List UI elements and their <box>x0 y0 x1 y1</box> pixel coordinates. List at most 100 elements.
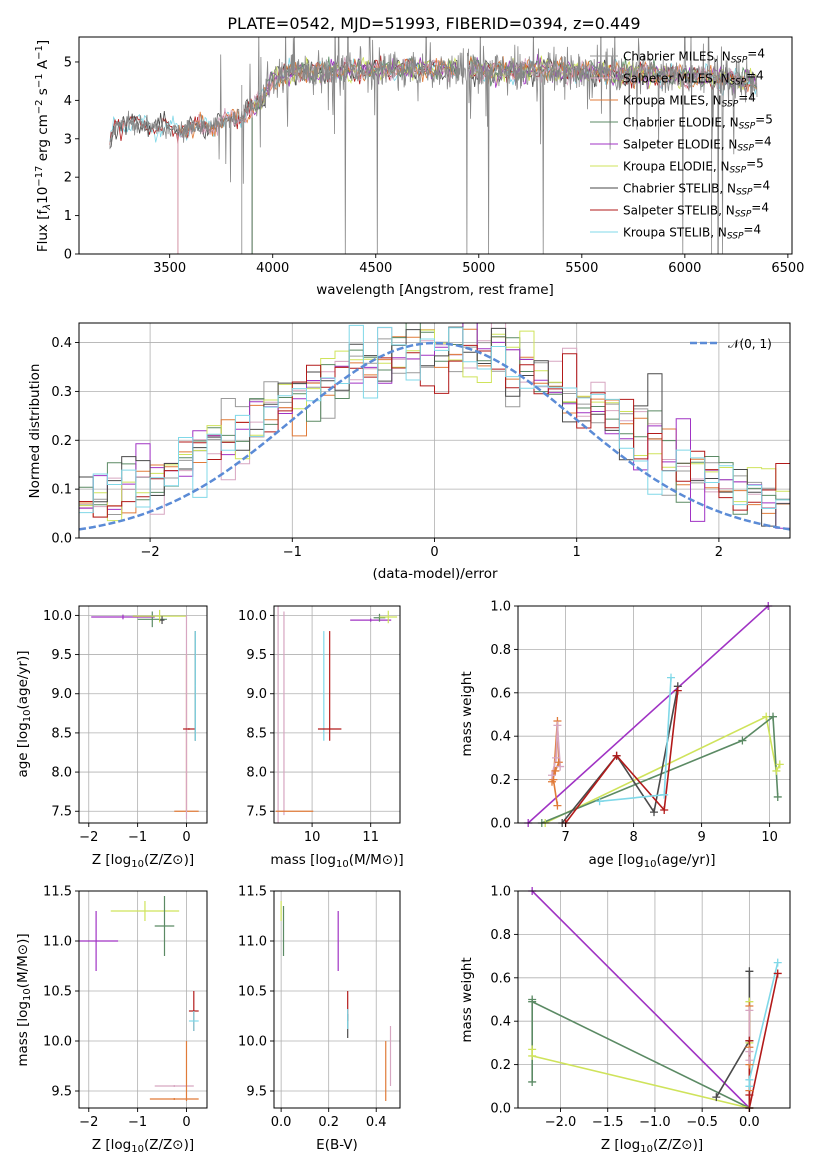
y-tick-label: 1.0 <box>490 600 511 615</box>
data-point <box>738 736 747 745</box>
y-label-part: Flux [f <box>35 209 51 253</box>
label-part: Z [log <box>601 1137 640 1153</box>
x-tick-label: 11 <box>362 830 379 845</box>
data-point <box>548 771 556 780</box>
x-tick-label: −1 <box>128 830 147 845</box>
axes-age-vs-Z: −2 −1 0 7.5 8.0 8.5 9.0 9.5 10.0 <box>43 605 208 845</box>
plot-area-age-vs-mass <box>275 606 398 823</box>
x-tick-label: 0.0 <box>739 1115 760 1130</box>
legend-suffix: =4 <box>754 135 772 149</box>
y-tick-label: 8.0 <box>51 766 72 781</box>
data-point <box>773 958 782 967</box>
legend-label: Kroupa STELIB, N <box>623 226 727 240</box>
data-point <box>762 712 771 721</box>
data-point <box>660 790 669 799</box>
series-line-kroupa-elodie <box>544 715 781 823</box>
y-label-part: s <box>35 88 51 99</box>
legend-entry: Salpeter ELODIE, NSSP=4 <box>623 135 772 154</box>
y-tick-label: 3 <box>64 132 72 147</box>
data-point <box>553 721 562 730</box>
x-tick-label: 4500 <box>359 261 392 276</box>
legend-label: Salpeter MILES, N <box>623 72 730 86</box>
y-tick-label: 1.0 <box>490 885 511 900</box>
x-tick-label: 2 <box>715 545 723 560</box>
y-tick-label: 0.8 <box>490 928 511 943</box>
legend-sub: SSP <box>727 232 744 242</box>
axes-frame <box>273 605 401 824</box>
y-tick-label: 5 <box>64 55 72 70</box>
y-tick-label: 11.0 <box>43 935 72 950</box>
data-point <box>673 686 682 695</box>
label-part: (age/yr)] <box>656 852 715 868</box>
x-tick-label: 5500 <box>565 261 598 276</box>
y-label-part: ] <box>35 40 51 45</box>
y-tick-label: 9.0 <box>246 687 267 702</box>
age-vs-Z-x-label: Z [log10(Z/Z⊙)] <box>92 852 194 870</box>
axes-age-vs-mass: 10 11 7.5 8.0 8.5 9.0 9.5 10.0 <box>238 605 401 845</box>
series-line-chabrier-stelib <box>561 686 679 823</box>
series-line-salpeter-elodie <box>527 606 769 823</box>
axes-frame <box>517 890 791 1109</box>
data-point <box>745 1075 754 1084</box>
x-tick-label: −1.5 <box>592 1115 624 1130</box>
x-tick-label: 0 <box>182 830 190 845</box>
series-line-salpeter-stelib <box>748 973 779 1108</box>
x-tick-label: 9 <box>697 830 705 845</box>
legend-suffix: =4 <box>753 179 771 193</box>
y-tick-label: 10.5 <box>43 985 72 1000</box>
age-vs-mass-x-label: mass [log10(M/M⊙)] <box>270 852 403 870</box>
y-tick-label: 8.0 <box>246 766 267 781</box>
legend-entry: Chabrier STELIB, NSSP=4 <box>623 179 770 198</box>
x-tick-label: 10 <box>761 830 778 845</box>
data-point <box>773 792 782 801</box>
axes-frame <box>78 890 208 1109</box>
series-line-kroupa-stelib <box>748 962 779 1087</box>
series-line-chabrier-elodie <box>531 999 750 1108</box>
data-point <box>773 969 782 978</box>
y-tick-label: 9.5 <box>51 648 72 663</box>
plot-area-mass-vs-Z <box>79 896 199 1101</box>
series-line-salpeter-miles <box>551 725 561 776</box>
y-label-part: erg cm <box>35 114 51 165</box>
legend-entry: Chabrier ELODIE, NSSP=5 <box>623 113 773 132</box>
y-label-part: −1 <box>34 45 45 60</box>
y-tick-label: 10.0 <box>238 1035 267 1050</box>
series-line-salpeter-stelib <box>564 690 679 823</box>
y-tick-label: 10.0 <box>43 1035 72 1050</box>
x-tick-label: 0.0 <box>271 1115 292 1130</box>
legend-entry: Chabrier MILES, NSSP=4 <box>623 47 765 66</box>
label-part: Z [log <box>92 852 131 868</box>
legend-label: Kroupa MILES, N <box>623 94 722 108</box>
plot-layer: 3500 4000 4500 5000 5500 6000 6500 0 1 2 3 4 5 wavele… <box>15 36 804 1155</box>
y-label-part: λ <box>42 204 53 211</box>
y-tick-label: 9.5 <box>246 648 267 663</box>
data-point <box>745 1036 754 1045</box>
massweight-vs-Z-y-label: mass weight <box>459 957 475 1042</box>
legend-suffix: =4 <box>743 223 761 237</box>
legend-sub: SSP <box>730 166 747 176</box>
series-line-salpeter-elodie <box>531 891 750 1108</box>
age-vs-Z-y-label: age [log10(age/yr)] <box>15 650 33 777</box>
y-tick-label: 9.5 <box>246 1085 267 1100</box>
label-part: age [log <box>588 852 643 868</box>
y-tick-label: 10.5 <box>238 985 267 1000</box>
x-tick-label: 3500 <box>153 261 186 276</box>
y-tick-label: 0 <box>64 248 72 263</box>
legend-label: Chabrier ELODIE, N <box>623 116 739 130</box>
x-tick-label: 10 <box>304 830 321 845</box>
label-part: mass [log <box>15 1001 31 1067</box>
y-label-part: −1 <box>34 73 45 88</box>
mass-vs-Z-y-label: mass [log10(M/M⊙)] <box>15 933 33 1066</box>
data-point <box>667 673 675 682</box>
legend-label: Salpeter ELODIE, N <box>623 138 737 152</box>
label-sub: 10 <box>131 859 144 870</box>
x-tick-label: 8 <box>629 830 637 845</box>
y-tick-label: 0.4 <box>490 730 511 745</box>
label-part: age [log <box>15 722 31 777</box>
axes-spectrum: 3500 4000 4500 5000 5500 6000 6500 0 1 2 3 4 5 <box>64 36 804 276</box>
legend-label: Chabrier STELIB, N <box>623 182 736 196</box>
legend-entry: 𝒩(0, 1) <box>728 337 772 351</box>
data-point <box>595 797 604 806</box>
y-label-part: −17 <box>34 166 45 187</box>
x-tick-label: −1 <box>283 545 302 560</box>
